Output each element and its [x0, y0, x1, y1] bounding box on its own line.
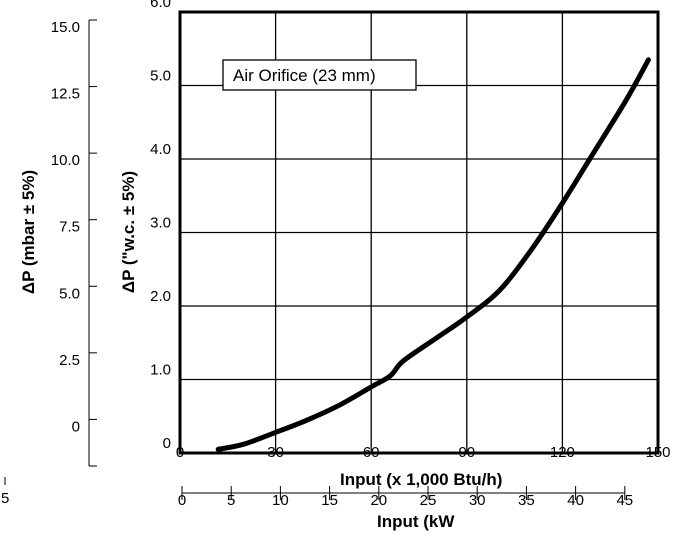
mbar-tick-label: 5.0 — [59, 285, 80, 302]
y-tick-label: 0 — [163, 435, 171, 452]
annotation-frame — [222, 59, 417, 91]
mbar-tick-label: 2.5 — [59, 352, 80, 369]
mbar-tick-label: 0 — [72, 418, 80, 435]
x-tick-label: 120 — [550, 444, 575, 461]
partial-axis-label: 5 — [1, 490, 9, 507]
x2-axis-title: Input (kW — [377, 512, 455, 531]
kw-tick-label: 30 — [469, 492, 486, 509]
kw-tick-label: 20 — [370, 492, 387, 509]
kw-tick-label: 0 — [178, 492, 186, 509]
y-tick-label: 1.0 — [150, 362, 171, 379]
x-tick-label: 150 — [645, 444, 670, 461]
mbar-tick-label: 12.5 — [51, 86, 80, 103]
y-tick-label: 5.0 — [150, 68, 171, 85]
kw-tick-label: 10 — [272, 492, 289, 509]
kw-axis: 0 5 10 15 20 25 30 35 40 45 — [178, 486, 633, 509]
y-tick-label: 4.0 — [150, 141, 171, 158]
kw-tick-label: 40 — [567, 492, 584, 509]
kw-tick-label: 45 — [616, 492, 633, 509]
plot-area-frame — [178, 10, 660, 455]
kw-tick-label: 15 — [321, 492, 338, 509]
y2-axis-title: ΔP (mbar ± 5%) — [19, 170, 38, 294]
y-tick-label: 3.0 — [150, 215, 171, 232]
series-line — [215, 57, 651, 452]
x-tick-label: 60 — [363, 444, 380, 461]
mbar-tick-label: 10.0 — [51, 152, 80, 169]
kw-tick-label: 5 — [227, 492, 235, 509]
x-tick-labels: 0 30 60 90 120 150 — [176, 444, 671, 461]
annotation-text: Air Orifice (23 mm) — [233, 66, 376, 85]
mbar-tick-label: 7.5 — [59, 219, 80, 236]
y-tick-label: 6.0 — [150, 0, 171, 11]
y-tick-labels: 0 1.0 2.0 3.0 4.0 5.0 6.0 — [150, 0, 171, 452]
annotation-box: Air Orifice (23 mm) — [222, 59, 417, 91]
x-tick-label: 0 — [176, 444, 184, 461]
y-tick-label: 2.0 — [150, 288, 171, 305]
x-axis-title: Input (x 1,000 Btu/h) — [340, 470, 502, 489]
x-tick-label: 90 — [458, 444, 475, 461]
y-axis-title: ΔP ("w.c. ± 5%) — [119, 171, 138, 293]
x-tick-label: 30 — [267, 444, 284, 461]
kw-tick-label: 25 — [420, 492, 437, 509]
kw-tick-label: 35 — [518, 492, 535, 509]
mbar-axis: 0 2.5 5.0 7.5 10.0 12.5 15.0 — [51, 19, 97, 467]
mbar-tick-label: 15.0 — [51, 19, 80, 36]
